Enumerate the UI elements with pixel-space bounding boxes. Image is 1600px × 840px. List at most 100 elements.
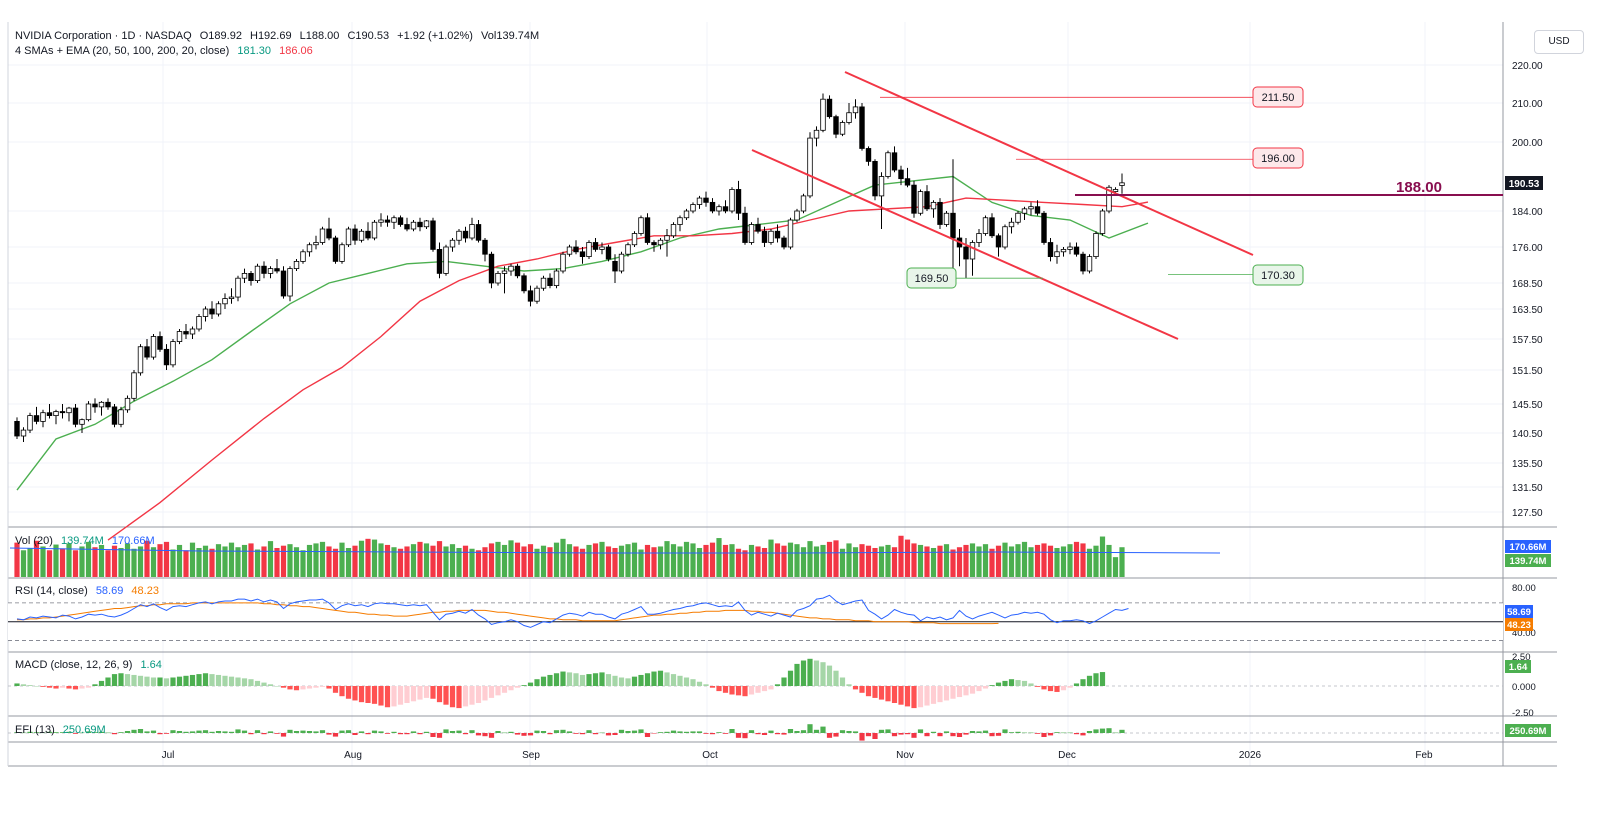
candle-down [709,201,716,212]
volume-bar [553,542,560,577]
candle-down [157,336,163,350]
efi-bar [1002,729,1008,733]
candle-up [137,346,144,374]
vol-label[interactable]: Vol (20) [15,535,53,547]
volume-bar [729,544,735,577]
macd-bar [872,686,878,698]
volume-bar [859,544,865,577]
macd-bar [618,677,625,686]
efi-label[interactable]: EFI (13) [15,724,55,736]
macd-bar [664,672,670,686]
efi-bar [274,733,280,734]
macd-axis-box [1505,660,1531,673]
price-axis-tick: 184.00 [1512,207,1543,218]
efi-bar [651,733,657,734]
volume-bar [612,547,618,577]
volume-bar [339,542,345,577]
candle-up [625,244,631,255]
efi-bar [774,733,781,735]
efi-bar [690,731,696,733]
efi-bar [917,729,924,733]
efi-bar [670,730,677,733]
macd-bar [768,686,774,690]
efi-bar [202,730,209,733]
currency-button[interactable]: USD [1534,30,1584,54]
symbol-title[interactable]: NVIDIA Corporation · 1D · NASDAQ [15,30,192,42]
efi-bar [826,733,833,738]
candle-up [1060,248,1067,253]
candle-down [514,265,521,277]
rsi-axis-tick: 40.00 [1512,628,1536,639]
efi-bar [924,733,930,737]
vol-legend-value-2: 170.66M [111,535,155,547]
macd-bar [644,673,651,686]
volume-bar [443,546,449,577]
candle-up [378,219,384,223]
rsi-ma-axis-box [1505,618,1533,631]
efi-bar [898,733,904,735]
price-axis-tick: 220.00 [1512,61,1543,72]
volume-bar [774,543,781,577]
volume-bar [417,541,423,577]
efi-bar [254,730,261,733]
ma-legend-value-1: 181.30 [237,45,272,57]
candle-up [267,268,274,274]
volume-bar [1099,536,1106,577]
efi-bar [807,724,813,733]
macd-bar [300,686,306,690]
efi-bar [189,731,196,733]
efi-bar [553,730,560,733]
efi-bar [105,732,111,734]
ma-legend-label[interactable]: 4 SMAs + EMA (20, 50, 100, 200, 20, clos… [15,45,230,57]
efi-bar [417,733,423,735]
last-price-text: 190.53 [1509,179,1540,190]
macd-bar [293,686,300,691]
candle-up [696,197,703,205]
macd-bar [716,686,722,692]
time-axis-label: Nov [896,750,914,761]
macd-bar [313,686,319,688]
macd-bar [352,686,358,701]
efi-bar [111,733,118,735]
ma-legend-value-2: 186.06 [279,45,313,57]
rsi-label[interactable]: RSI (14, close) [15,585,88,597]
volume-bar [267,541,274,577]
efi-bar [371,730,378,733]
macd-bar [904,686,911,707]
candle-up [1028,206,1034,210]
macd-axis-text: 1.64 [1509,662,1528,673]
efi-bar [800,730,807,733]
macd-bar [332,686,339,693]
candle-up [748,224,755,243]
efi-bar [1073,733,1080,735]
volume-bar [748,544,755,577]
volume-bar [605,546,612,577]
efi-bar [157,733,163,735]
volume-bar [332,548,339,577]
candle-down [735,189,742,214]
price-axis-tick: 131.50 [1512,483,1543,494]
macd-bar [781,677,787,686]
efi-bar [878,729,885,733]
efi-bar [339,730,345,733]
efi-bar [566,731,573,733]
macd-bar [462,686,469,707]
candle-up [534,287,540,302]
efi-bar [872,733,878,739]
efi-bar [183,731,189,733]
volume-bar [787,542,794,577]
efi-bar [137,729,144,733]
volume-bar [404,546,410,577]
volume-bar [781,545,787,577]
candle-up [53,411,59,417]
macd-bar [586,674,592,686]
macd-bar [527,682,534,686]
candle-down [1034,206,1041,214]
efi-bar [72,733,79,734]
macd-label[interactable]: MACD (close, 12, 26, 9) [15,659,133,671]
efi-bar [384,733,391,734]
macd-bar [436,686,443,703]
efi-bar [508,731,514,733]
